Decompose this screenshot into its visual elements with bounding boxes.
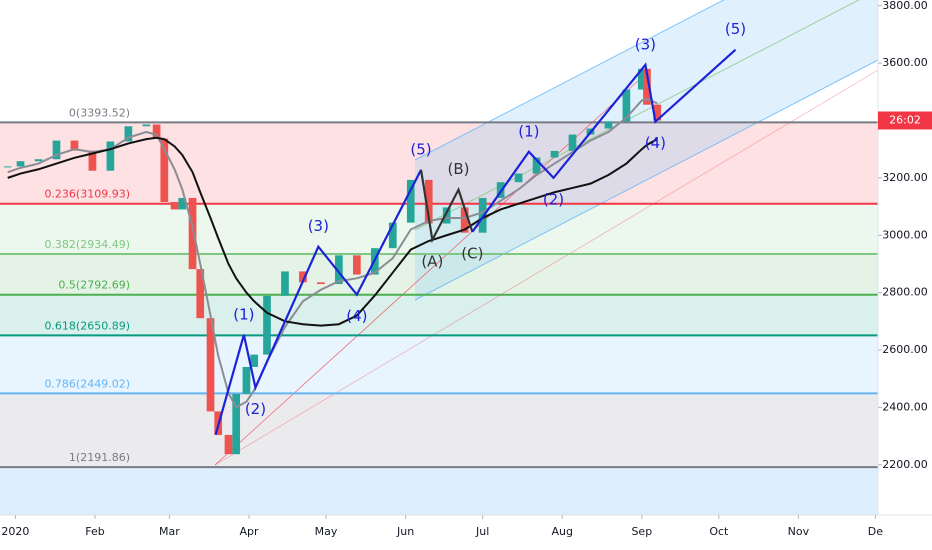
candle [263, 295, 271, 355]
candle [16, 161, 25, 167]
wave-label: (5) [725, 20, 746, 38]
y-tick-label: 3000.00 [882, 228, 928, 241]
fib-label: 0(3393.52) [69, 106, 130, 119]
candle [160, 138, 169, 202]
y-tick-label: 3600.00 [882, 56, 928, 69]
x-tick-label: May [315, 525, 338, 538]
candle [406, 179, 415, 223]
candle [281, 271, 289, 296]
x-tick-label: Jun [396, 525, 414, 538]
candle [388, 222, 397, 249]
candle [250, 354, 259, 367]
candle [532, 157, 541, 174]
price-tag [878, 111, 932, 130]
wave-label: (3) [635, 35, 656, 53]
wave-label: (4) [346, 307, 367, 325]
candle [196, 269, 205, 319]
candle [178, 197, 187, 210]
x-tick-label: Oct [709, 525, 729, 538]
candle [352, 255, 361, 275]
x-tick-label: Feb [85, 525, 104, 538]
candle [514, 173, 523, 183]
wave-label: (B) [448, 160, 470, 178]
candle [242, 366, 251, 394]
y-tick-label: 2800.00 [882, 286, 928, 299]
candle [604, 121, 613, 129]
candle [52, 140, 61, 160]
candle [335, 255, 343, 285]
candle [643, 68, 651, 105]
wave-line [419, 169, 474, 244]
fib-label: 0.786(2449.02) [44, 377, 130, 390]
candle [152, 124, 161, 139]
candle [299, 271, 307, 283]
candle [70, 140, 79, 151]
y-tick-label: 3800.00 [882, 0, 928, 12]
fib-band [0, 294, 878, 336]
wave-label: (5) [410, 140, 431, 158]
fib-label: 0.618(2650.89) [44, 319, 130, 332]
candle [34, 159, 43, 162]
candle [424, 179, 433, 224]
candle [637, 68, 646, 90]
wave-label: (A) [421, 252, 443, 270]
wave-label: (C) [461, 244, 483, 262]
wave-label: (4) [645, 134, 666, 152]
x-tick-label: Aug [551, 525, 572, 538]
fib-label: 0.5(2792.69) [58, 279, 130, 292]
wave-label: (1) [518, 122, 539, 140]
candle [653, 104, 662, 121]
candle [550, 150, 559, 158]
fib-label: 0.382(2934.49) [44, 238, 130, 251]
moving-average [7, 97, 658, 409]
wave-label: (2) [543, 190, 564, 208]
wave-line [214, 169, 423, 435]
candle [106, 141, 115, 171]
channel [214, 0, 878, 466]
x-tick-label: 2020 [1, 525, 29, 538]
fib-band [0, 467, 878, 515]
fib-label: 0.236(3109.93) [44, 188, 130, 201]
candle [568, 134, 577, 151]
y-tick-label: 3200.00 [882, 171, 928, 184]
x-tick-label: Jul [475, 525, 489, 538]
candle [317, 282, 325, 285]
candle [188, 197, 197, 270]
x-tick-label: Sep [631, 525, 652, 538]
x-tick-label: Apr [240, 525, 260, 538]
candle [478, 197, 487, 233]
candle [442, 207, 451, 224]
candle [142, 124, 151, 127]
fib-band [0, 393, 878, 468]
wave-line [471, 48, 737, 233]
x-tick-label: De [868, 525, 883, 538]
countdown: 26:02 [889, 114, 921, 127]
fib-band [0, 335, 878, 394]
wave-label: (1) [233, 305, 254, 323]
candle [170, 201, 179, 210]
candle [622, 89, 631, 122]
y-tick-label: 2400.00 [882, 400, 928, 413]
candle [88, 150, 97, 171]
x-tick-label: Nov [788, 525, 810, 538]
wave-label: (2) [245, 400, 266, 418]
candle [3, 166, 12, 168]
candle [124, 126, 133, 142]
x-tick-label: Mar [159, 525, 180, 538]
fib-label: 1(2191.86) [69, 451, 130, 464]
candle [232, 393, 241, 455]
candle [224, 434, 233, 455]
candle [206, 318, 215, 412]
y-tick-label: 2600.00 [882, 343, 928, 356]
wave-label: (3) [308, 217, 329, 235]
y-tick-label: 2200.00 [882, 458, 928, 471]
candle [460, 207, 469, 233]
